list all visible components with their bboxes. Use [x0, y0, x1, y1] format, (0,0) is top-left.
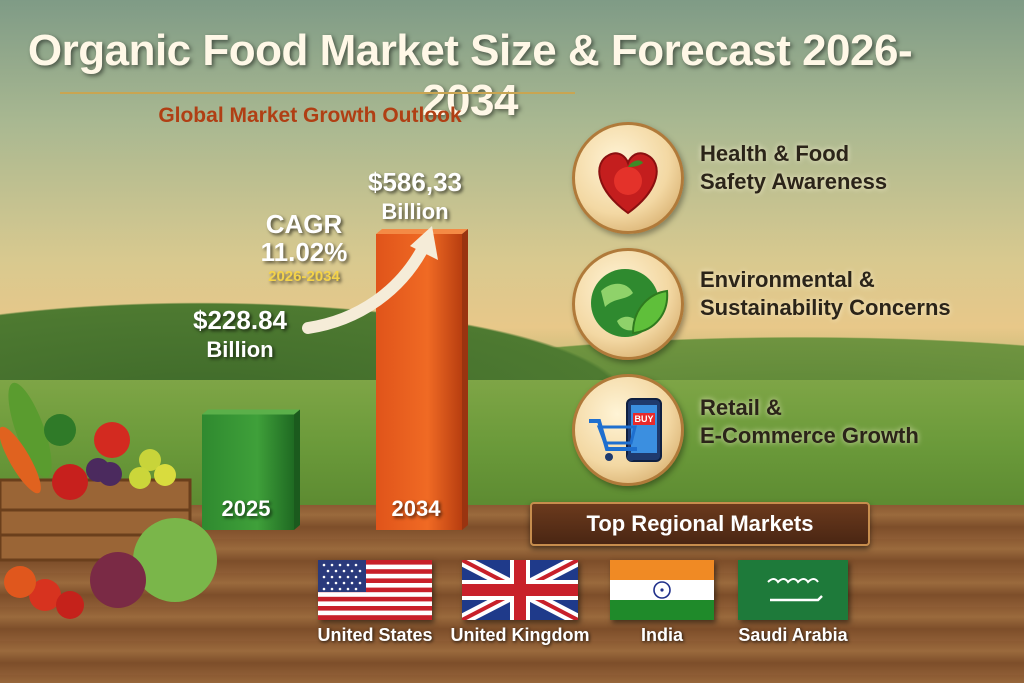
shopping-cart-phone-icon: BUY — [572, 374, 684, 486]
uk-flag-icon — [462, 560, 578, 620]
region-label-india: India — [640, 625, 683, 645]
driver-environment-line2: Sustainability Concerns — [700, 295, 951, 320]
saudi-flag-icon — [738, 560, 848, 620]
cagr-callout: CAGR 11.02% 2026-2034 — [248, 210, 360, 285]
bar-top-2034 — [376, 229, 468, 234]
bar-value-label-2025: $228.84 Billion — [193, 305, 287, 362]
regions-heading: Top Regional Markets — [530, 502, 870, 546]
bar-category-label-2025: 2025 — [221, 496, 271, 521]
page-title: Organic Food Market Size & Forecast 2026… — [27, 26, 913, 125]
driver-health: Health & Food Safety Awareness — [572, 122, 1002, 234]
apple-heart-icon — [572, 122, 684, 234]
india-flag-icon — [610, 560, 714, 620]
bar-2034 — [376, 234, 462, 530]
us-flag-icon — [318, 560, 432, 620]
driver-environment-line1: Environmental & — [700, 267, 875, 292]
bar-2025 — [202, 414, 294, 530]
driver-ecommerce-line2: E-Commerce Growth — [700, 423, 919, 448]
bar-value-label-2034: $586,33 Billion — [368, 167, 462, 224]
driver-ecommerce-line1: Retail & — [700, 395, 782, 420]
cagr-period: 2026-2034 — [268, 268, 340, 285]
bar-side-2034 — [462, 229, 468, 530]
growth-arrow-head — [410, 226, 438, 260]
driver-health-line2: Safety Awareness — [700, 169, 888, 194]
vegetable-crate-illustration — [0, 382, 217, 619]
region-label-us: United States — [317, 625, 433, 645]
driver-environment: Environmental & Sustainability Concerns — [572, 248, 1002, 360]
growth-arrow — [302, 244, 428, 334]
svg-text:BUY: BUY — [634, 414, 653, 424]
bar-category-label-2034: 2034 — [391, 496, 441, 521]
driver-health-line1: Health & Food — [700, 141, 850, 166]
driver-ecommerce: BUY Retail & E-Commerce Growth — [572, 374, 1002, 486]
bar-chart — [202, 226, 468, 530]
title-divider — [60, 92, 575, 94]
page-subtitle: Global Market Growth Outlook — [158, 104, 462, 127]
bar-side-2025 — [294, 409, 300, 530]
globe-leaf-icon — [572, 248, 684, 360]
cagr-value: 11.02% — [260, 237, 348, 267]
region-label-saudi: Saudi Arabia — [738, 625, 848, 645]
region-label-uk: United Kingdom — [450, 625, 590, 645]
bar-top-2025 — [202, 409, 300, 415]
cagr-label: CAGR — [265, 209, 343, 239]
